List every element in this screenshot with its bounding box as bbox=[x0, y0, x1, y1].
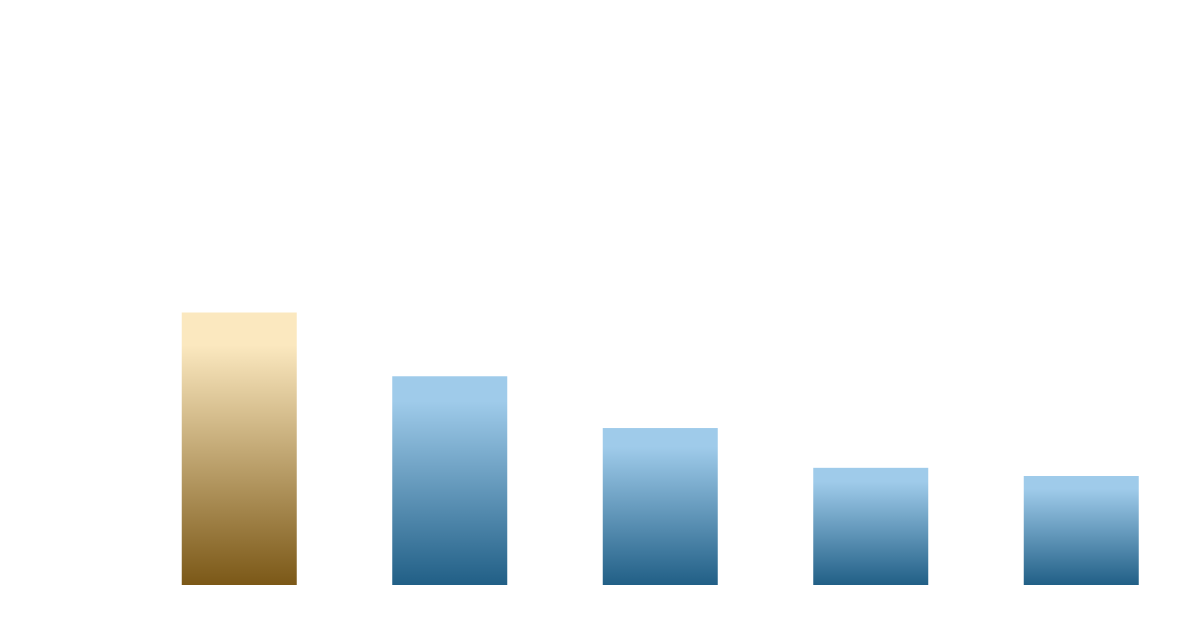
bar bbox=[392, 376, 508, 585]
bar bbox=[1023, 476, 1139, 585]
bar bbox=[813, 467, 929, 585]
bar bbox=[602, 428, 718, 585]
bar bbox=[181, 312, 297, 585]
